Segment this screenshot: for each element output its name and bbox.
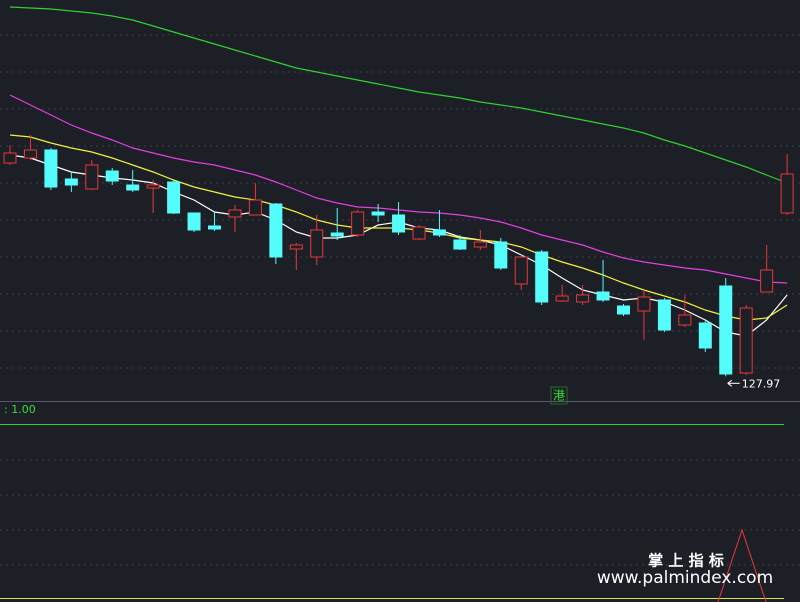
candle-body [617, 305, 630, 315]
candle-body [739, 307, 753, 374]
candle-body [657, 299, 671, 331]
candle-body [698, 322, 712, 349]
watermark-url: www.palmindex.com [597, 568, 773, 588]
candle-body [289, 244, 303, 250]
candle-body [780, 173, 794, 214]
badge: 港 [553, 389, 565, 403]
candle-body [248, 199, 262, 216]
candle-body [126, 184, 140, 191]
candle-body [453, 239, 467, 250]
candle-body [535, 251, 549, 303]
candle-body [637, 296, 651, 312]
candle-body [678, 314, 692, 326]
low-annotation: 127.97 [742, 377, 781, 390]
candle-body [351, 211, 365, 236]
watermark-title: 掌 上 指 标 [648, 552, 724, 570]
candle-body [64, 178, 78, 186]
candle-body [23, 149, 37, 159]
candle-body [146, 184, 160, 189]
indicator-peak [717, 528, 767, 602]
candle-body [310, 229, 324, 258]
candle-body [494, 241, 508, 269]
candle-body [760, 269, 774, 293]
candle-body [371, 211, 385, 216]
candle-body [392, 214, 406, 233]
candle-body [412, 226, 426, 240]
candle-body [432, 229, 446, 236]
annotation-arrowhead [727, 379, 733, 387]
badge-box [550, 386, 568, 405]
candle-body [3, 152, 17, 164]
indicator-label: : 1.00 [4, 403, 36, 416]
candle-body [596, 291, 610, 301]
candle-body [187, 212, 201, 231]
candle-body [105, 170, 119, 182]
candle-body [208, 225, 221, 230]
candle-body [473, 241, 487, 248]
candle-body [44, 149, 58, 188]
candle-body [167, 181, 181, 214]
candle-body [228, 209, 242, 218]
grid [0, 34, 800, 566]
candle-body [330, 232, 344, 237]
candle-body [85, 164, 99, 190]
candle-body [269, 203, 283, 258]
candle-body [719, 285, 733, 375]
moving-average-line [9, 6, 788, 184]
candle-body [514, 256, 528, 285]
candle-body [576, 294, 590, 303]
candle-body [555, 295, 569, 302]
